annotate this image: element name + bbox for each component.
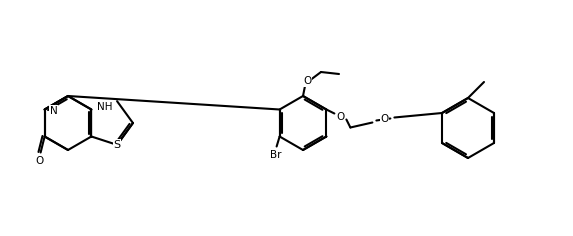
Text: O: O (380, 114, 388, 125)
Text: O: O (36, 156, 44, 165)
Text: S: S (113, 140, 121, 150)
Text: O: O (303, 76, 311, 86)
Text: NH: NH (97, 102, 113, 113)
Text: O: O (336, 111, 344, 122)
Text: Br: Br (270, 149, 281, 160)
Text: N: N (50, 105, 57, 115)
